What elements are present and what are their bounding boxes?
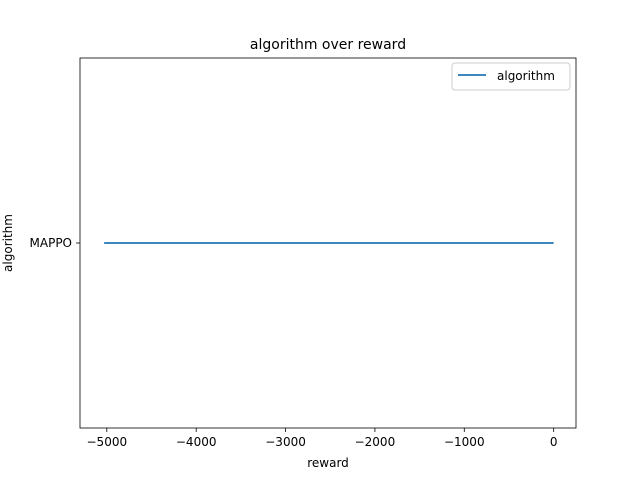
x-tick-label: −1000 — [444, 435, 485, 449]
x-axis-label: reward — [307, 456, 349, 470]
x-tick-label: −5000 — [87, 435, 128, 449]
plot-area: −5000 −4000 −3000 −2000 −1000 0 MAPPO — [30, 236, 558, 449]
x-tick-label: 0 — [550, 435, 558, 449]
x-tick-label: −2000 — [355, 435, 396, 449]
y-tick-label: MAPPO — [30, 236, 72, 250]
legend: algorithm — [451, 62, 571, 91]
y-axis-label: algorithm — [1, 214, 15, 272]
x-tick-label: −4000 — [176, 435, 217, 449]
chart-title: algorithm over reward — [250, 37, 406, 53]
legend-label-algorithm: algorithm — [497, 69, 555, 83]
legend-box — [451, 62, 571, 91]
axes-frame — [79, 57, 577, 429]
x-tick-label: −3000 — [265, 435, 306, 449]
